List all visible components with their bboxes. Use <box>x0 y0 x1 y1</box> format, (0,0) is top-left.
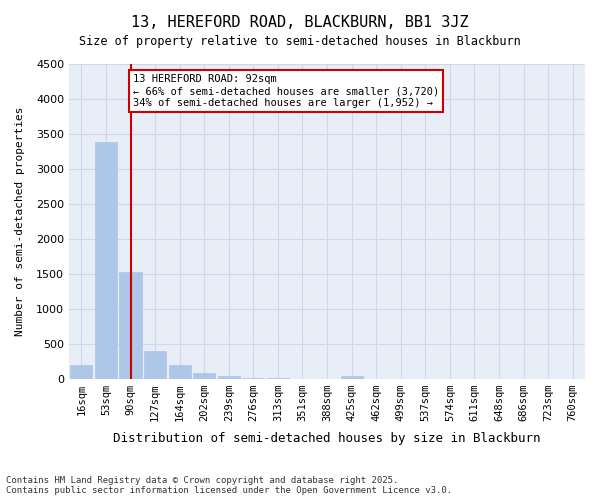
Bar <box>341 376 362 378</box>
Y-axis label: Number of semi-detached properties: Number of semi-detached properties <box>15 106 25 336</box>
Text: 13, HEREFORD ROAD, BLACKBURN, BB1 3JZ: 13, HEREFORD ROAD, BLACKBURN, BB1 3JZ <box>131 15 469 30</box>
Bar <box>218 376 240 378</box>
X-axis label: Distribution of semi-detached houses by size in Blackburn: Distribution of semi-detached houses by … <box>113 432 541 445</box>
Text: 13 HEREFORD ROAD: 92sqm
← 66% of semi-detached houses are smaller (3,720)
34% of: 13 HEREFORD ROAD: 92sqm ← 66% of semi-de… <box>133 74 439 108</box>
Text: Size of property relative to semi-detached houses in Blackburn: Size of property relative to semi-detach… <box>79 35 521 48</box>
Bar <box>95 142 117 378</box>
Bar <box>119 272 142 378</box>
Bar <box>144 352 166 378</box>
Text: Contains HM Land Registry data © Crown copyright and database right 2025.
Contai: Contains HM Land Registry data © Crown c… <box>6 476 452 495</box>
Bar <box>193 373 215 378</box>
Bar <box>169 365 191 378</box>
Bar <box>70 364 92 378</box>
